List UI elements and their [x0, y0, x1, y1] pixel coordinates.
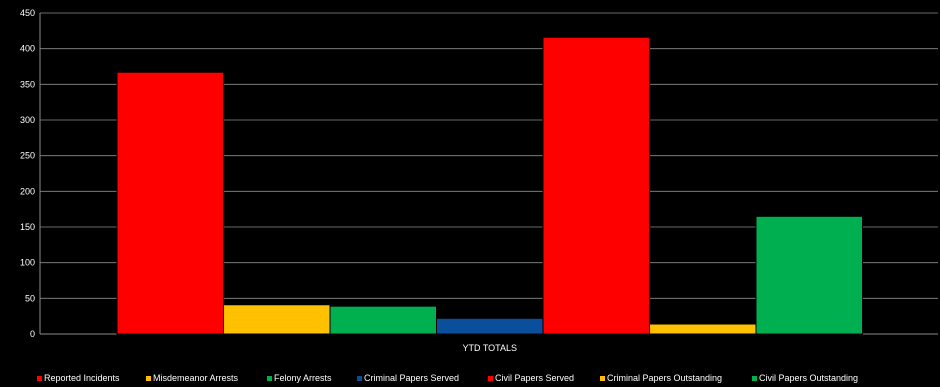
- legend-swatch: [752, 376, 757, 381]
- legend-label: Criminal Papers Outstanding: [607, 373, 722, 383]
- legend-item: Felony Arrests: [267, 373, 332, 383]
- legend-label: Criminal Papers Served: [364, 373, 459, 383]
- bars: [116, 36, 863, 335]
- y-tick-label: 300: [20, 115, 35, 125]
- legend-item: Reported Incidents: [37, 373, 120, 383]
- legend-item: Misdemeanor Arrests: [146, 373, 239, 383]
- legend-item: Civil Papers Outstanding: [752, 373, 858, 383]
- bar-reported-incidents: [116, 71, 224, 335]
- bar-criminal-papers-outstanding: [649, 323, 757, 335]
- legend-label: Felony Arrests: [274, 373, 332, 383]
- y-tick-label: 0: [30, 329, 35, 339]
- bar-civil-papers-outstanding: [755, 215, 863, 335]
- legend: Reported Incidents Misdemeanor Arrests Fel…: [37, 373, 858, 383]
- y-tick-label: 400: [20, 44, 35, 54]
- legend-label: Civil Papers Served: [495, 373, 574, 383]
- y-tick-label: 100: [20, 258, 35, 268]
- y-tick-label: 150: [20, 222, 35, 232]
- legend-item: Criminal Papers Served: [357, 373, 459, 383]
- legend-swatch: [488, 376, 493, 381]
- legend-item: Criminal Papers Outstanding: [600, 373, 722, 383]
- legend-swatch: [600, 376, 605, 381]
- legend-swatch: [267, 376, 272, 381]
- legend-item: Civil Papers Served: [488, 373, 574, 383]
- legend-label: Misdemeanor Arrests: [153, 373, 239, 383]
- legend-swatch: [357, 376, 362, 381]
- bar-felony-arrests: [329, 305, 437, 335]
- y-tick-label: 250: [20, 151, 35, 161]
- bar-civil-papers-served: [542, 36, 650, 335]
- y-tick-label: 50: [25, 293, 35, 303]
- y-tick-label: 350: [20, 79, 35, 89]
- y-tick-label: 450: [20, 8, 35, 18]
- legend-swatch: [37, 376, 42, 381]
- legend-label: Civil Papers Outstanding: [759, 373, 858, 383]
- legend-swatch: [146, 376, 151, 381]
- x-category-label: YTD TOTALS: [462, 343, 517, 353]
- legend-label: Reported Incidents: [44, 373, 120, 383]
- bar-criminal-papers-served: [436, 317, 544, 335]
- bar-misdemeanor-arrests: [223, 304, 331, 335]
- tick-labels: 0 50 100 150 200 250 300 350 400 450 YTD TOTALS: [20, 8, 517, 353]
- y-tick-label: 200: [20, 186, 35, 196]
